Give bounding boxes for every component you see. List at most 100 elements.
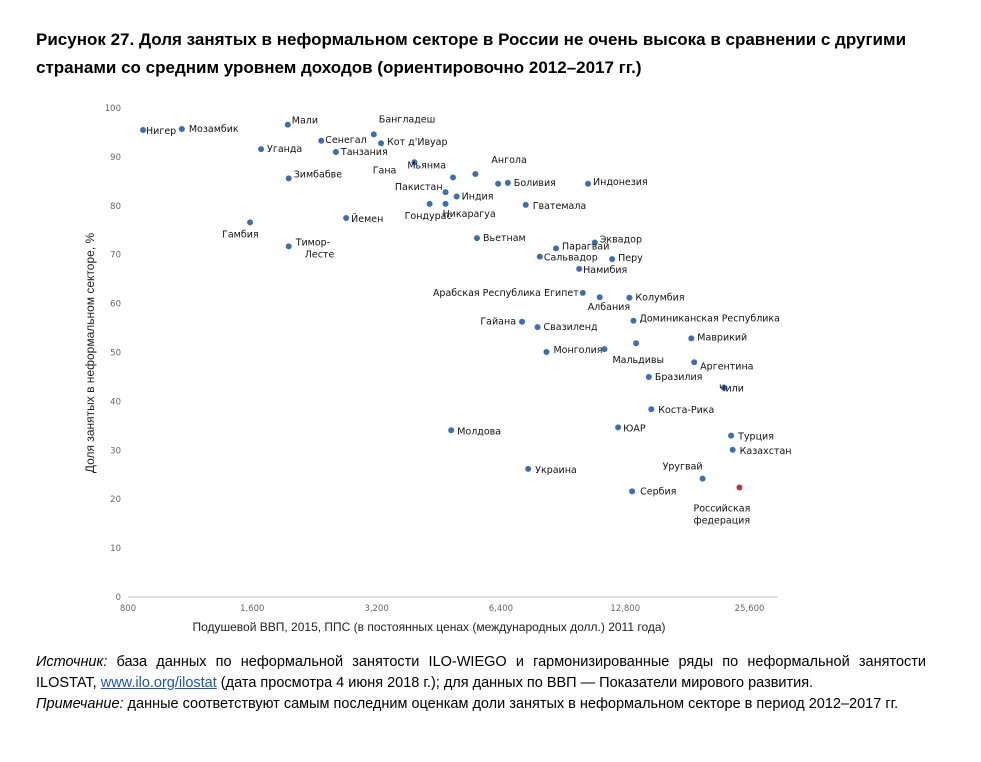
point-label: Зимбабве — [294, 169, 343, 180]
data-point — [534, 324, 541, 331]
data-point — [332, 149, 339, 156]
ilostat-link[interactable]: www.ilo.org/ilostat — [100, 675, 217, 691]
data-point — [473, 235, 480, 242]
data-point — [645, 373, 652, 380]
data-point — [178, 126, 185, 133]
point-label: Парагвай — [562, 241, 609, 252]
data-point — [648, 406, 655, 413]
point-label: Казахстан — [740, 446, 792, 457]
point-label: Маврикий — [697, 332, 747, 343]
point-label: Индонезия — [593, 177, 648, 188]
point-label: Сальвадор — [544, 253, 598, 264]
note-text: данные соответствуют самым последним оце… — [123, 696, 899, 712]
data-point — [247, 219, 254, 226]
point-label: Сенегал — [325, 135, 366, 146]
data-point — [378, 140, 385, 147]
y-tick-label: 0 — [116, 593, 121, 603]
x-tick-label: 12,800 — [610, 604, 640, 614]
point-label: Мальдивы — [612, 355, 664, 366]
y-tick-label: 20 — [110, 495, 121, 505]
x-tick-label: 1,600 — [240, 604, 264, 614]
data-point — [442, 189, 449, 196]
data-point — [343, 215, 350, 222]
point-label: Турция — [737, 432, 774, 443]
data-point — [609, 256, 616, 263]
data-point — [448, 427, 455, 434]
point-label: Свазиленд — [544, 322, 598, 333]
data-point — [591, 239, 598, 246]
data-point — [596, 294, 603, 301]
data-point — [504, 179, 511, 186]
point-label: Йемен — [351, 213, 383, 225]
point-label: Уругвай — [663, 462, 703, 473]
point-label: Монголия — [553, 345, 602, 356]
y-tick-label: 10 — [110, 544, 121, 554]
point-label: Бангладеш — [379, 114, 436, 125]
figure-title: Рисунок 27. Доля занятых в неформальном … — [36, 30, 907, 77]
y-tick-label: 80 — [110, 202, 121, 212]
point-label: Нигер — [146, 126, 176, 137]
point-label: Никарагуа — [443, 209, 496, 220]
point-label: Чили — [719, 384, 744, 395]
data-point — [633, 340, 640, 347]
data-point — [140, 127, 147, 134]
y-tick-label: 60 — [110, 300, 121, 310]
data-point — [442, 200, 449, 207]
y-tick-label: 100 — [105, 104, 121, 114]
data-point — [552, 245, 559, 252]
point-label: Сербия — [640, 486, 676, 497]
point-label: Аргентина — [700, 361, 753, 372]
point-label: Мозамбик — [189, 124, 239, 135]
source-text-2: (дата просмотра 4 июня 2018 г.); для дан… — [216, 675, 814, 691]
point-label: Колумбия — [635, 293, 684, 304]
x-tick-label: 800 — [120, 604, 136, 614]
data-point — [522, 201, 529, 208]
point-label: Кот д'Ивуар — [387, 137, 447, 148]
point-label: Доминиканская Республика — [639, 314, 780, 325]
y-tick-label: 70 — [110, 251, 121, 261]
point-label: Гватемала — [533, 201, 586, 212]
data-point — [729, 446, 736, 453]
x-tick-label: 6,400 — [489, 604, 513, 614]
point-label: Гондурас — [405, 211, 452, 222]
data-point — [691, 359, 698, 366]
chart-axes: 0 10 20 30 40 50 60 70 80 90 100 800 1,600 3,200 6,400… — [105, 104, 778, 614]
source-label: Источник: — [36, 654, 108, 670]
scatter-chart: 0 10 20 30 40 50 60 70 80 90 100 800 1,600 3,200 6,400… — [83, 104, 792, 634]
data-point — [629, 488, 636, 495]
data-point — [585, 180, 592, 187]
point-label: Вьетнам — [483, 233, 526, 244]
data-point — [411, 159, 418, 166]
data-point — [630, 317, 637, 324]
data-point — [258, 146, 265, 153]
x-tick-label: 3,200 — [364, 604, 388, 614]
point-label: Мали — [292, 116, 318, 127]
data-point — [720, 384, 727, 391]
point-label: Гана — [373, 165, 397, 176]
remark-note: Примечание: данные соответствуют самым п… — [36, 694, 926, 715]
point-label: Арабская Республика Египет — [433, 288, 579, 299]
point-label: Пакистан — [395, 182, 443, 193]
point-label: Бразилия — [655, 372, 703, 383]
note-label: Примечание: — [36, 696, 124, 712]
data-point — [736, 484, 743, 491]
source-text-1: база данных по неформальной занятости IL… — [36, 654, 926, 691]
y-tick-label: 40 — [110, 397, 121, 407]
point-label: Украина — [535, 465, 577, 476]
point-label: ЮАР — [623, 423, 646, 434]
point-label: Ангола — [491, 155, 526, 166]
point-label: Танзания — [340, 147, 388, 158]
point-label: Уганда — [267, 144, 302, 155]
data-point — [688, 335, 695, 342]
point-label: Боливия — [514, 178, 556, 189]
data-point — [536, 253, 543, 260]
data-point — [285, 243, 292, 250]
point-label: Перу — [618, 253, 643, 264]
source-note: Источник: база данных по неформальной за… — [36, 652, 926, 694]
data-point — [450, 174, 457, 181]
data-point — [495, 180, 502, 187]
data-point — [626, 294, 633, 301]
point-label: Намибия — [583, 265, 627, 276]
x-tick-label: 25,600 — [735, 604, 765, 614]
